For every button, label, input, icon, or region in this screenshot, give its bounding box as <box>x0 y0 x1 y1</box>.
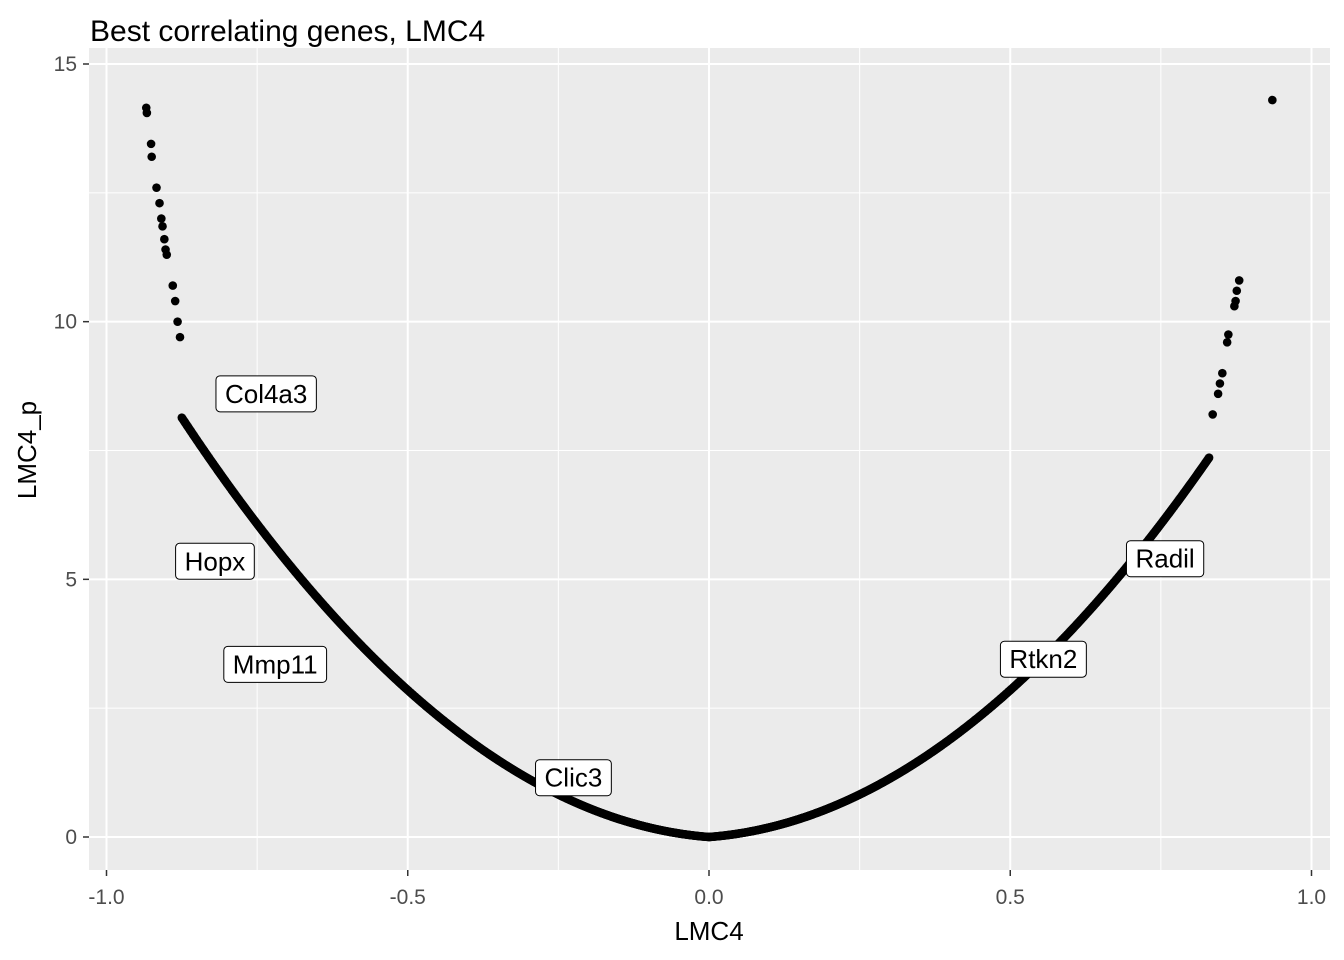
data-point <box>1208 410 1217 419</box>
x-axis: -1.0 -0.5 0.0 0.5 1.0 <box>88 870 1326 909</box>
gene-label-hopx: Hopx <box>175 542 255 580</box>
gene-label-box <box>223 645 328 683</box>
x-tick-label: 0.5 <box>996 886 1025 909</box>
gene-label-box <box>535 759 612 797</box>
gene-label-mmp11: Mmp11 <box>223 645 328 683</box>
data-point <box>168 281 178 290</box>
data-point <box>173 317 182 326</box>
y-tick-label: 10 <box>54 311 77 334</box>
gene-label-box <box>215 375 317 413</box>
gene-labels: Col4a3 Hopx Mmp11 Clic3 Rtkn2 Radil <box>175 375 1205 797</box>
y-axis: 0 5 10 15 <box>54 53 89 849</box>
y-axis-title: LMC4_p <box>12 401 42 499</box>
data-point <box>1230 301 1239 311</box>
data-point <box>158 222 167 231</box>
gene-label-col4a3: Col4a3 <box>215 375 317 413</box>
x-tick-label: 0.0 <box>694 886 723 909</box>
gene-label-box <box>175 542 255 580</box>
data-point <box>155 198 164 208</box>
data-point <box>1204 453 1214 462</box>
gene-label-box <box>999 640 1087 678</box>
gene-label-clic3: Clic3 <box>535 759 612 797</box>
x-tick-label: -1.0 <box>88 886 124 909</box>
gene-label-radil: Radil <box>1125 540 1205 578</box>
gene-label-text: Radil <box>1135 544 1194 574</box>
data-point <box>157 214 166 223</box>
y-tick-label: 15 <box>54 53 77 76</box>
data-point <box>1213 389 1223 399</box>
data-point <box>142 108 152 118</box>
gene-label-text: Clic3 <box>545 763 603 793</box>
data-point <box>1224 330 1233 339</box>
gene-label-text: Hopx <box>185 546 246 576</box>
data-point <box>152 183 161 192</box>
chart-title: Best correlating genes, LMC4 <box>90 15 485 48</box>
data-point <box>1268 95 1277 105</box>
data-point <box>1232 286 1242 296</box>
gene-label-text: Col4a3 <box>225 379 307 409</box>
x-tick-label: -0.5 <box>390 886 426 909</box>
data-point <box>1215 379 1225 388</box>
data-point <box>1234 276 1244 285</box>
grid-major <box>89 48 1330 870</box>
y-tick-label: 5 <box>65 568 77 591</box>
data-points <box>141 95 1277 842</box>
y-tick-label: 0 <box>65 826 77 849</box>
data-point <box>162 250 172 259</box>
x-axis-title: LMC4 <box>674 916 743 946</box>
data-point <box>170 296 180 306</box>
gene-label-rtkn2: Rtkn2 <box>999 640 1087 678</box>
x-tick-label: 1.0 <box>1297 886 1326 909</box>
gene-label-text: Rtkn2 <box>1009 644 1077 674</box>
gene-label-box <box>1125 540 1205 578</box>
data-point <box>1218 368 1227 378</box>
data-point <box>1222 337 1232 347</box>
data-point <box>147 152 156 162</box>
data-point <box>146 139 156 149</box>
data-point <box>175 332 185 342</box>
data-point <box>160 234 169 244</box>
gene-label-text: Mmp11 <box>233 649 318 679</box>
